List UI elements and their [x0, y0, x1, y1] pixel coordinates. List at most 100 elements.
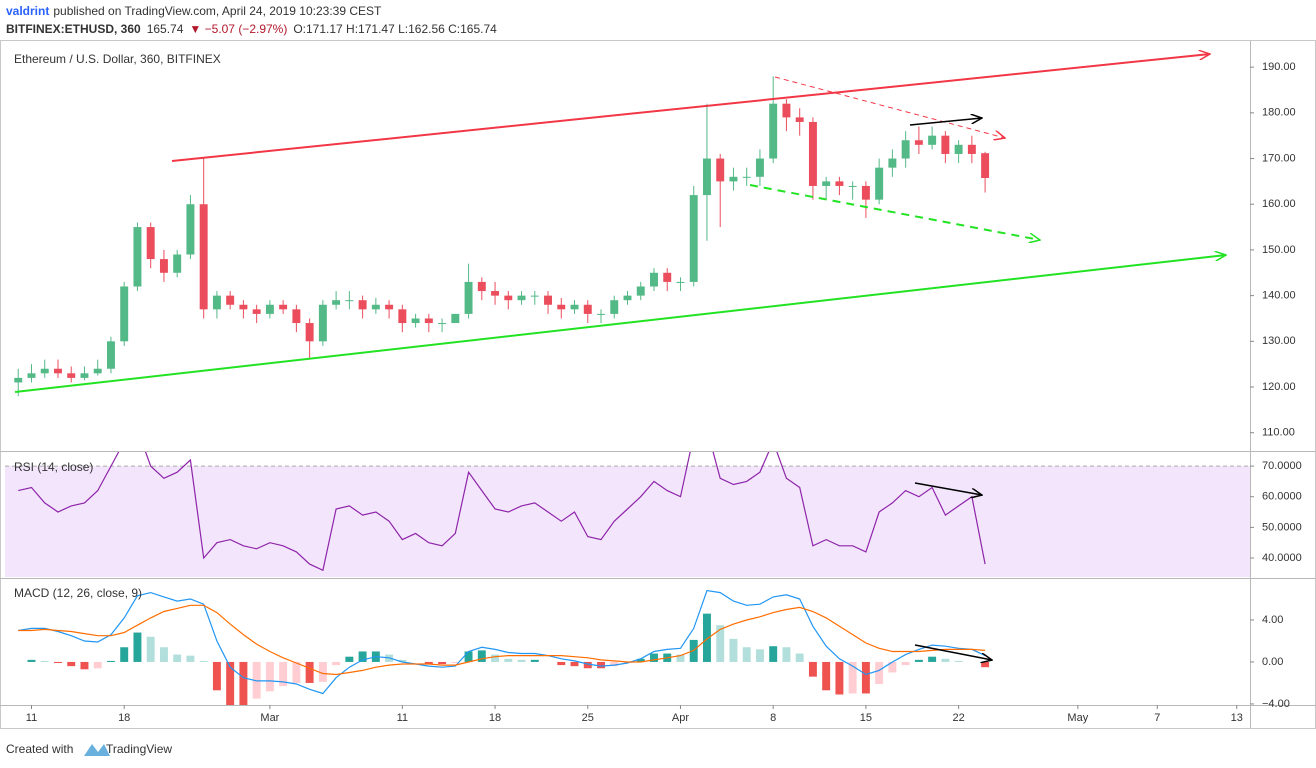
line-series [18, 604, 986, 676]
candle-body [226, 295, 235, 305]
candle-body [146, 227, 155, 260]
histogram-bar [398, 659, 407, 662]
histogram-bar [517, 659, 526, 662]
candle-body [583, 304, 592, 314]
candle-body [901, 140, 910, 159]
candle-body [716, 158, 725, 182]
histogram-bar [742, 647, 751, 662]
histogram-bar [729, 638, 738, 662]
histogram-bar [861, 661, 870, 694]
histogram-bar [835, 661, 844, 695]
histogram-bar [212, 661, 221, 691]
histogram-bar [504, 658, 513, 662]
histogram-bar [318, 661, 327, 682]
histogram-bar [769, 646, 778, 662]
candle-body [729, 176, 738, 182]
x-tick-label: 11 [26, 712, 37, 724]
candle-body [292, 309, 301, 324]
x-tick-label: Mar [260, 712, 279, 724]
candle-body [358, 300, 367, 310]
y-tick-label: 130.00 [1262, 335, 1296, 347]
histogram-bar [173, 654, 182, 662]
candle-body [265, 304, 274, 314]
pane [5, 452, 1250, 577]
histogram-bar [199, 660, 208, 662]
histogram-bar [795, 653, 804, 662]
author[interactable]: valdrint [6, 4, 49, 18]
trend-line [774, 76, 1005, 138]
line-series [18, 452, 986, 572]
histogram-bar [941, 658, 950, 662]
pane-title: MACD (12, 26, close, 9) [14, 586, 142, 600]
rsi-band [5, 466, 1250, 577]
candle-body [424, 318, 433, 324]
histogram-bar [875, 661, 884, 684]
histogram-bar [305, 661, 314, 683]
candle-body [477, 281, 486, 292]
candle-body [332, 300, 341, 305]
histogram-bar [650, 653, 658, 662]
histogram-bar [451, 661, 460, 663]
x-tick-label: Apr [672, 712, 689, 724]
divergence-arrow [914, 482, 982, 495]
footer-brand[interactable]: TradingView [106, 742, 172, 756]
histogram-bar [345, 656, 354, 662]
x-tick-label: 13 [1231, 712, 1243, 724]
footer-text: Created with [6, 742, 73, 756]
candle-body [385, 304, 394, 310]
histogram-bar [954, 660, 963, 662]
y-tick-label: 110.00 [1262, 427, 1295, 439]
candle-body [504, 295, 513, 301]
histogram-bar [186, 655, 195, 662]
frame [0, 40, 1316, 729]
candle-body [981, 153, 990, 178]
candle-body [914, 140, 923, 145]
header-line: valdrint published on TradingView.com, Ap… [6, 4, 382, 18]
candle-body [742, 176, 751, 178]
published: published on TradingView.com, April 24, … [53, 4, 382, 18]
histogram-bar [133, 632, 142, 662]
candle-body [623, 295, 632, 301]
histogram-bar [438, 661, 447, 665]
divergence-arrow [914, 644, 992, 660]
candle-body [120, 286, 129, 342]
y-tick-label: −4.00 [1262, 698, 1290, 710]
histogram-bar [901, 661, 910, 666]
candle-body [133, 227, 142, 287]
candle-body [928, 135, 937, 145]
logo[interactable] [84, 744, 110, 756]
x-tick-label: 15 [860, 712, 872, 724]
y-tick-label: 40.0000 [1262, 552, 1302, 564]
histogram-bar [332, 661, 341, 666]
trend-line [14, 255, 1226, 393]
x-tick-label: 18 [489, 712, 501, 724]
candle-body [967, 144, 976, 154]
histogram-bar [120, 647, 129, 662]
histogram-bar [676, 654, 685, 662]
pane [14, 76, 990, 397]
candle-body [252, 309, 261, 314]
drawings [14, 54, 1226, 660]
y-tick-label: 4.00 [1262, 614, 1283, 626]
y-tick-label: 60.0000 [1262, 491, 1302, 503]
histogram-bar [570, 661, 579, 667]
histogram-bar [583, 661, 592, 669]
candle-body [54, 368, 62, 374]
y-tick-label: 150.00 [1262, 244, 1296, 256]
candle-body [345, 300, 354, 302]
candle-body [663, 272, 672, 282]
histogram-bar [782, 647, 791, 662]
candle-body [279, 304, 288, 310]
x-tick-label: 22 [952, 712, 964, 724]
histogram-bar [93, 661, 102, 669]
candle-body [861, 185, 870, 200]
candle-body [610, 300, 619, 314]
histogram-bar [981, 661, 990, 668]
histogram-bar [265, 661, 274, 692]
candle-body [438, 323, 447, 325]
candle-body [888, 158, 897, 168]
histogram-bar [477, 650, 486, 662]
histogram-bar [226, 661, 235, 705]
y-tick-label: 0.00 [1262, 656, 1283, 668]
candle-body [636, 286, 645, 296]
